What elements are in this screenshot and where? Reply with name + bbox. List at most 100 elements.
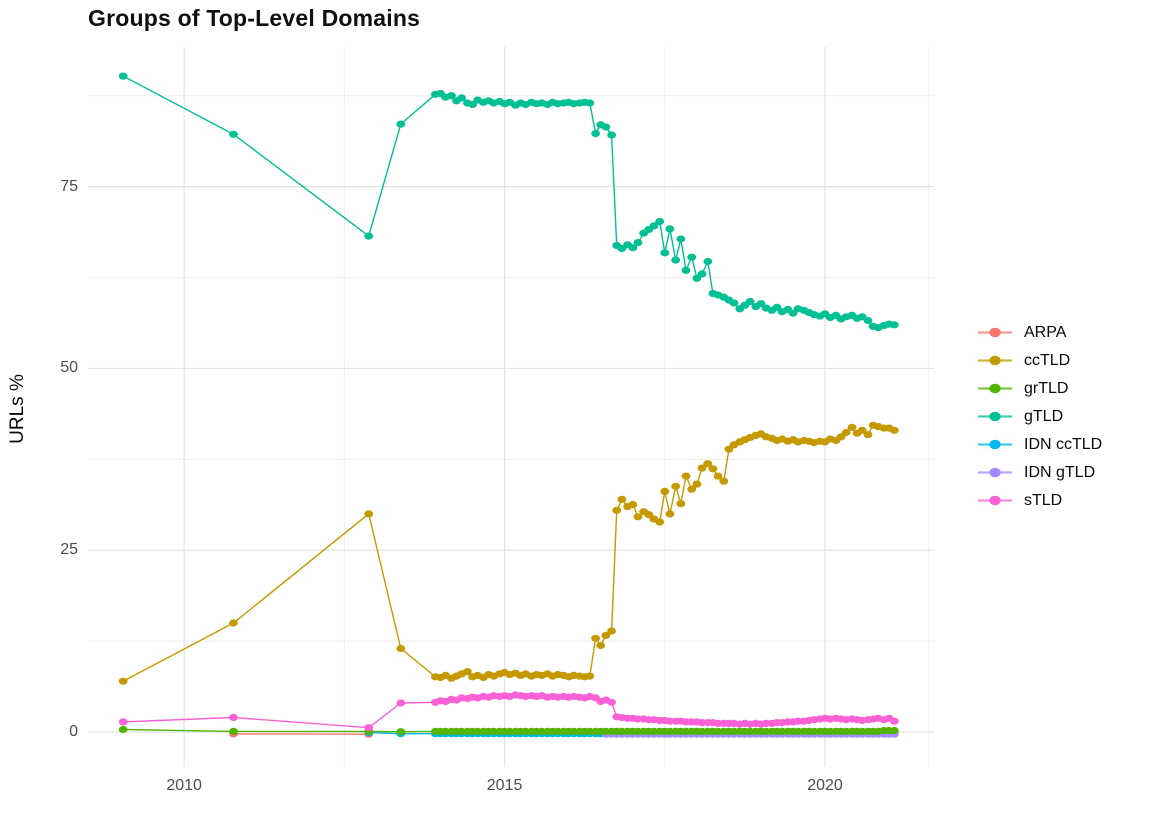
data-point xyxy=(697,270,707,278)
legend: ARPA ccTLD grTLD gTLD IDN ccTLD IDN gTLD sTLD xyxy=(977,324,1102,509)
series-line xyxy=(122,424,895,682)
legend-item: ARPA xyxy=(977,324,1102,341)
legend-item: gTLD xyxy=(977,408,1102,425)
data-point xyxy=(687,253,697,261)
y-axis-title: URLs % xyxy=(7,374,28,444)
data-point xyxy=(633,239,643,247)
data-point xyxy=(118,677,128,685)
series-gtld xyxy=(118,72,899,332)
legend-label: IDN gTLD xyxy=(1024,463,1096,481)
legend-key-icon xyxy=(978,467,1012,478)
data-point xyxy=(703,460,713,468)
data-point xyxy=(612,506,622,514)
data-point xyxy=(697,464,707,472)
data-point xyxy=(396,728,406,736)
data-point xyxy=(692,480,702,488)
legend-key-icon xyxy=(978,411,1012,422)
legend-item: IDN gTLD xyxy=(977,464,1102,481)
data-point xyxy=(118,72,128,80)
legend-label: IDN ccTLD xyxy=(1024,435,1103,453)
data-point xyxy=(847,423,857,431)
data-point xyxy=(364,724,374,732)
legend-key-icon xyxy=(978,355,1012,366)
legend-label: grTLD xyxy=(1024,379,1069,397)
data-point xyxy=(719,477,729,485)
data-point xyxy=(607,698,616,706)
data-point xyxy=(591,634,600,642)
data-point xyxy=(364,232,374,240)
data-point xyxy=(687,485,697,493)
data-point xyxy=(665,225,675,233)
x-tick-label: 2015 xyxy=(486,777,523,794)
data-point xyxy=(628,244,638,252)
data-point xyxy=(457,94,466,102)
data-point xyxy=(607,627,616,635)
data-point xyxy=(396,699,406,707)
data-point xyxy=(676,235,686,243)
data-point xyxy=(463,668,472,676)
data-point xyxy=(863,316,873,325)
data-point xyxy=(655,217,665,226)
data-point xyxy=(655,518,665,526)
legend-key-icon xyxy=(978,383,1012,394)
data-point xyxy=(607,131,616,139)
data-point xyxy=(713,472,723,480)
data-point xyxy=(665,510,675,518)
data-point xyxy=(671,256,681,264)
legend-label: ARPA xyxy=(1024,323,1067,341)
data-point xyxy=(703,257,713,266)
data-point xyxy=(118,725,128,734)
legend-item: grTLD xyxy=(977,380,1102,397)
data-point xyxy=(596,641,606,650)
chart-title: Groups of Top-Level Domains xyxy=(88,5,421,31)
series-stld xyxy=(118,691,899,732)
data-point xyxy=(729,299,739,307)
data-point xyxy=(857,426,867,434)
data-point xyxy=(889,321,899,329)
data-point xyxy=(660,487,670,495)
series-cctld xyxy=(118,421,899,685)
data-point xyxy=(229,619,238,627)
y-tick-label: 0 xyxy=(69,723,78,741)
x-tick-label: 2020 xyxy=(807,777,843,794)
data-point xyxy=(628,500,638,509)
data-point xyxy=(364,510,374,518)
data-point xyxy=(118,718,128,726)
data-point xyxy=(649,222,659,230)
legend-key-icon xyxy=(978,439,1012,450)
series-grtld xyxy=(118,725,899,736)
data-point xyxy=(229,130,238,138)
data-point xyxy=(671,482,681,490)
y-tick-label: 25 xyxy=(60,541,78,559)
series-line xyxy=(122,75,895,329)
legend-key-icon xyxy=(978,327,1012,338)
y-tick-label: 75 xyxy=(60,177,78,195)
data-point xyxy=(863,431,873,439)
data-point xyxy=(745,297,755,306)
data-point xyxy=(591,129,600,138)
data-point xyxy=(601,631,611,640)
data-point xyxy=(708,465,718,473)
data-point xyxy=(660,249,670,257)
data-point xyxy=(229,727,238,736)
data-point xyxy=(681,472,691,480)
data-point xyxy=(889,727,899,735)
data-point xyxy=(841,428,851,437)
data-point xyxy=(396,644,406,653)
data-point xyxy=(229,713,238,722)
data-point xyxy=(633,513,643,521)
data-point xyxy=(585,672,595,680)
legend-key-icon xyxy=(978,495,1012,506)
y-tick-label: 50 xyxy=(60,359,78,377)
legend-label: gTLD xyxy=(1024,407,1064,425)
data-point xyxy=(617,495,627,503)
data-point xyxy=(889,426,899,434)
x-tick-label: 2010 xyxy=(166,777,202,794)
data-point xyxy=(585,99,595,107)
legend-label: sTLD xyxy=(1024,491,1063,509)
legend-item: IDN ccTLD xyxy=(977,436,1102,453)
data-point xyxy=(681,266,691,274)
legend-label: ccTLD xyxy=(1024,351,1071,369)
data-point xyxy=(889,717,899,725)
